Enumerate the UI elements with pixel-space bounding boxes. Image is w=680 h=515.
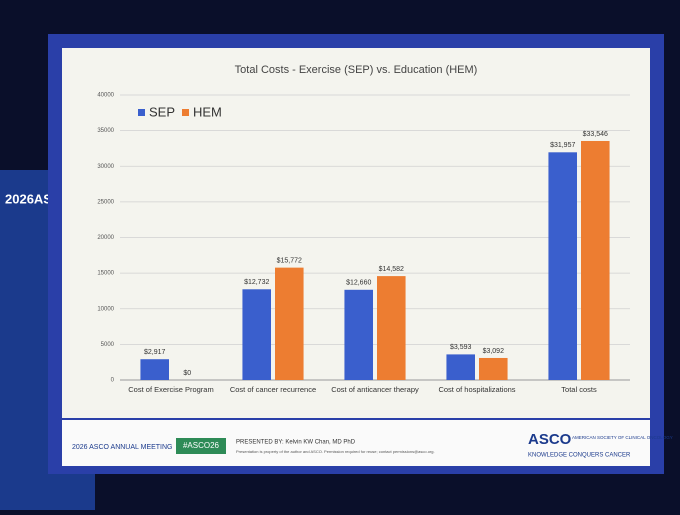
value-label: $15,772 <box>277 257 302 264</box>
y-tick-label: 20000 <box>97 235 114 241</box>
bar <box>581 140 610 380</box>
y-tick-label: 25000 <box>97 199 114 205</box>
legend-label: HEM <box>193 104 222 119</box>
bar <box>479 357 508 380</box>
x-tick-label: Total costs <box>561 385 597 394</box>
legend-swatch <box>138 109 145 116</box>
bar <box>377 276 406 380</box>
hashtag-box <box>176 438 226 454</box>
footer <box>62 420 650 466</box>
y-tick-label: 40000 <box>97 93 114 99</box>
y-tick-label: 5000 <box>101 342 115 348</box>
bar <box>140 359 169 380</box>
footer-logo: ASCO <box>528 431 572 448</box>
y-tick-label: 0 <box>111 378 115 384</box>
bar <box>446 354 475 380</box>
footer-presenter: PRESENTED BY: Kelvin KW Chan, MD PhD <box>236 440 356 446</box>
value-label: $33,546 <box>583 131 608 138</box>
footer-meeting: 2026 ASCO ANNUAL MEETING <box>72 444 173 451</box>
legend-label: SEP <box>149 104 175 119</box>
bar <box>275 267 304 380</box>
value-label: $2,917 <box>144 349 166 356</box>
bar <box>242 289 271 380</box>
value-label: $12,732 <box>244 279 269 286</box>
value-label: $3,092 <box>483 348 505 355</box>
x-tick-label: Cost of Exercise Program <box>128 385 213 394</box>
value-label: $3,593 <box>450 344 472 351</box>
y-tick-label: 10000 <box>97 306 114 312</box>
y-tick-label: 35000 <box>97 128 114 134</box>
legend-swatch <box>182 109 189 116</box>
bar <box>344 289 373 380</box>
x-tick-label: Cost of hospitalizations <box>438 385 515 394</box>
chart-title: Total Costs - Exercise (SEP) vs. Educati… <box>235 64 478 76</box>
bar <box>548 152 577 380</box>
footer-society: AMERICAN SOCIETY OF CLINICAL ONCOLOGY <box>572 435 673 440</box>
x-tick-label: Cost of cancer recurrence <box>230 385 316 394</box>
footer-notice: Presentation is property of the author a… <box>236 449 435 454</box>
footer-hashtag: #ASCO26 <box>183 441 220 450</box>
x-tick-label: Cost of anticancer therapy <box>331 385 419 394</box>
footer-tagline: KNOWLEDGE CONQUERS CANCER <box>528 453 631 459</box>
value-label: $14,582 <box>379 266 404 273</box>
value-label: $0 <box>183 370 191 377</box>
y-tick-label: 15000 <box>97 271 114 277</box>
value-label: $12,660 <box>346 280 371 287</box>
y-tick-label: 30000 <box>97 164 114 170</box>
value-label: $31,957 <box>550 142 575 149</box>
